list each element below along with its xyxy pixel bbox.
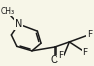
Text: F: F	[82, 48, 87, 57]
Text: O: O	[51, 55, 59, 65]
Text: CH₃: CH₃	[1, 7, 15, 16]
Text: F: F	[58, 51, 63, 60]
Text: N: N	[15, 19, 22, 29]
Text: F: F	[87, 30, 92, 39]
